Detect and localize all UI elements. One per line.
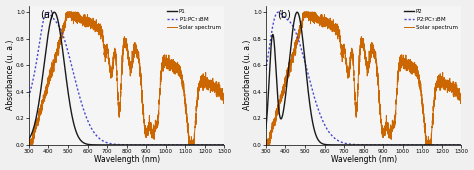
P1 (222, 144, 228, 146)
Legend: P1, P1:PC$_{71}$BM, Solar spectrum: P1, P1:PC$_{71}$BM, Solar spectrum (166, 8, 222, 31)
Solar spectrum (60, 25, 66, 27)
P2:PC$_{71}$BM (338, 141, 344, 143)
P2:PC$_{71}$BM (455, 144, 461, 146)
Line: P2: P2 (266, 12, 462, 145)
X-axis label: Wavelength (nm): Wavelength (nm) (93, 155, 160, 164)
P2 (263, 127, 269, 129)
P1:PC$_{71}$BM (48, 15, 54, 17)
P1:PC$_{71}$BM (222, 144, 228, 146)
Line: P1:PC$_{71}$BM: P1:PC$_{71}$BM (29, 12, 225, 145)
P1:PC$_{71}$BM (26, 96, 32, 98)
P2:PC$_{71}$BM (285, 19, 291, 21)
Line: Solar spectrum: Solar spectrum (266, 12, 462, 145)
P2:PC$_{71}$BM (346, 143, 352, 145)
P1 (60, 51, 66, 53)
P1 (52, 11, 57, 13)
Text: (a): (a) (41, 10, 54, 20)
P1:PC$_{71}$BM (218, 144, 224, 146)
X-axis label: Wavelength (nm): Wavelength (nm) (330, 155, 397, 164)
P1:PC$_{71}$BM (109, 143, 115, 145)
Solar spectrum (26, 139, 32, 141)
P2:PC$_{71}$BM (263, 69, 269, 71)
P1:PC$_{71}$BM (197, 144, 202, 146)
P2 (434, 144, 439, 146)
Line: Solar spectrum: Solar spectrum (29, 12, 225, 145)
Solar spectrum (197, 87, 202, 89)
Line: P1: P1 (29, 12, 225, 145)
P1 (101, 144, 107, 146)
Solar spectrum (338, 47, 344, 49)
P2 (294, 11, 300, 13)
Solar spectrum (64, 11, 70, 13)
Solar spectrum (101, 47, 107, 49)
Solar spectrum (109, 66, 115, 68)
Y-axis label: Absorbance (u. a.): Absorbance (u. a.) (6, 40, 15, 110)
P2 (455, 144, 461, 146)
P2:PC$_{71}$BM (459, 144, 465, 146)
P2 (338, 144, 344, 146)
Solar spectrum (434, 87, 439, 89)
P1 (26, 138, 32, 140)
P1:PC$_{71}$BM (60, 34, 66, 36)
Y-axis label: Absorbance (u. a.): Absorbance (u. a.) (243, 40, 252, 110)
Line: P2:PC$_{71}$BM: P2:PC$_{71}$BM (266, 12, 462, 145)
P2 (346, 144, 352, 146)
Solar spectrum (459, 100, 465, 102)
Solar spectrum (285, 73, 291, 75)
P2 (297, 18, 303, 20)
P2:PC$_{71}$BM (297, 43, 303, 45)
P1 (218, 144, 224, 146)
P2:PC$_{71}$BM (434, 144, 439, 146)
P2:PC$_{71}$BM (275, 11, 281, 13)
Solar spectrum (263, 139, 269, 141)
P1 (197, 144, 202, 146)
Solar spectrum (297, 25, 303, 27)
P1 (48, 17, 54, 19)
Solar spectrum (346, 66, 352, 68)
Solar spectrum (26, 144, 32, 146)
P1:PC$_{71}$BM (45, 11, 50, 13)
Solar spectrum (218, 90, 224, 92)
Solar spectrum (301, 11, 307, 13)
P2 (285, 71, 291, 73)
P1 (109, 144, 115, 146)
Solar spectrum (263, 144, 269, 146)
Text: (b): (b) (278, 10, 292, 20)
P1:PC$_{71}$BM (101, 140, 107, 142)
P2 (459, 144, 465, 146)
Solar spectrum (48, 73, 54, 75)
Solar spectrum (455, 90, 461, 92)
Legend: P2, P2:PC$_{71}$BM, Solar spectrum: P2, P2:PC$_{71}$BM, Solar spectrum (403, 8, 459, 31)
Solar spectrum (222, 100, 228, 102)
